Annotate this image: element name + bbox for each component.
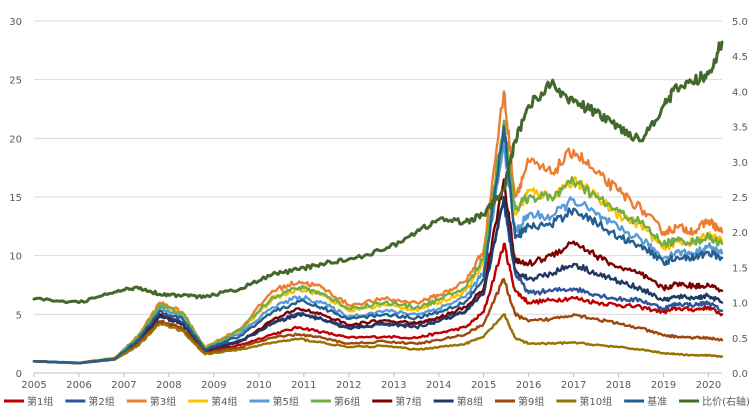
x-tick-label: 2005 [21,380,46,391]
legend-label: 第4组 [211,395,237,408]
legend-label: 第10组 [579,395,612,408]
x-tick-label: 2016 [516,380,541,391]
x-tick-label: 2008 [156,380,181,391]
y2-tick-label: 1.0 [732,299,748,310]
x-tick-label: 2010 [246,380,271,391]
legend-label: 基准 [647,395,667,408]
y-tick-label: 15 [9,193,22,204]
legend-label: 第7组 [395,395,421,408]
y-tick-label: 5 [16,310,22,321]
x-tick-label: 2009 [201,380,226,391]
series-line-9 [32,277,724,365]
series-line-4 [32,131,724,365]
legend-label: 第1组 [27,395,53,408]
y2-tick-label: 3.5 [732,123,748,134]
x-tick-label: 2017 [561,380,586,391]
x-tick-label: 2020 [696,380,721,391]
legend-label: 比价(右轴) [702,395,750,408]
y2-tick-label: 4.5 [732,52,748,63]
series-line-10 [32,313,724,365]
legend-label: 第2组 [88,395,114,408]
series-line-2 [32,201,724,365]
series-line-8 [32,195,724,365]
x-tick-label: 2006 [66,380,91,391]
legend-label: 第8组 [457,395,483,408]
y2-tick-label: 2.0 [732,228,748,239]
y-tick-label: 30 [9,17,22,28]
legend-label: 第6组 [334,395,360,408]
y-tick-label: 0 [16,369,22,380]
series-line-11 [32,125,724,365]
y-tick-label: 20 [9,134,22,145]
x-tick-label: 2013 [381,380,406,391]
legend-label: 第3组 [150,395,176,408]
x-tick-label: 2019 [651,380,676,391]
y-tick-label: 25 [9,76,22,87]
legend: 第1组 第2组 第3组 第4组 第5组 第6组 第7组 第8组 第9组 第10组 基准 比价(右轴) [4,395,750,408]
y2-tick-label: 2.5 [732,193,748,204]
y2-tick-label: 3.0 [732,158,748,169]
series-line-6 [32,119,724,365]
x-tick-label: 2011 [291,380,316,391]
x-tick-label: 2007 [111,380,136,391]
legend-label: 第5组 [273,395,299,408]
y2-tick-label: 4.0 [732,87,748,98]
series-line-12 [32,40,724,305]
y2-tick-label: 5.0 [732,17,748,28]
y2-tick-label: 1.5 [732,263,748,274]
plot-series [32,40,724,365]
axes: 0 5 10 15 20 25 30 0.0 0.5 1.0 1.5 2.0 2.5 3.0 3.5 4.0 4… [9,17,748,391]
grid-lines [34,20,722,315]
legend-label: 第9组 [518,395,544,408]
series-line-3 [32,90,724,365]
y2-tick-label: 0.5 [732,334,748,345]
x-tick-label: 2012 [336,380,361,391]
x-tick-label: 2018 [606,380,631,391]
x-tick-label: 2015 [471,380,496,391]
x-tick-label: 2014 [426,380,451,391]
y-tick-label: 10 [9,252,22,263]
y2-tick-label: 0.0 [732,369,748,380]
series-line-5 [32,143,724,365]
